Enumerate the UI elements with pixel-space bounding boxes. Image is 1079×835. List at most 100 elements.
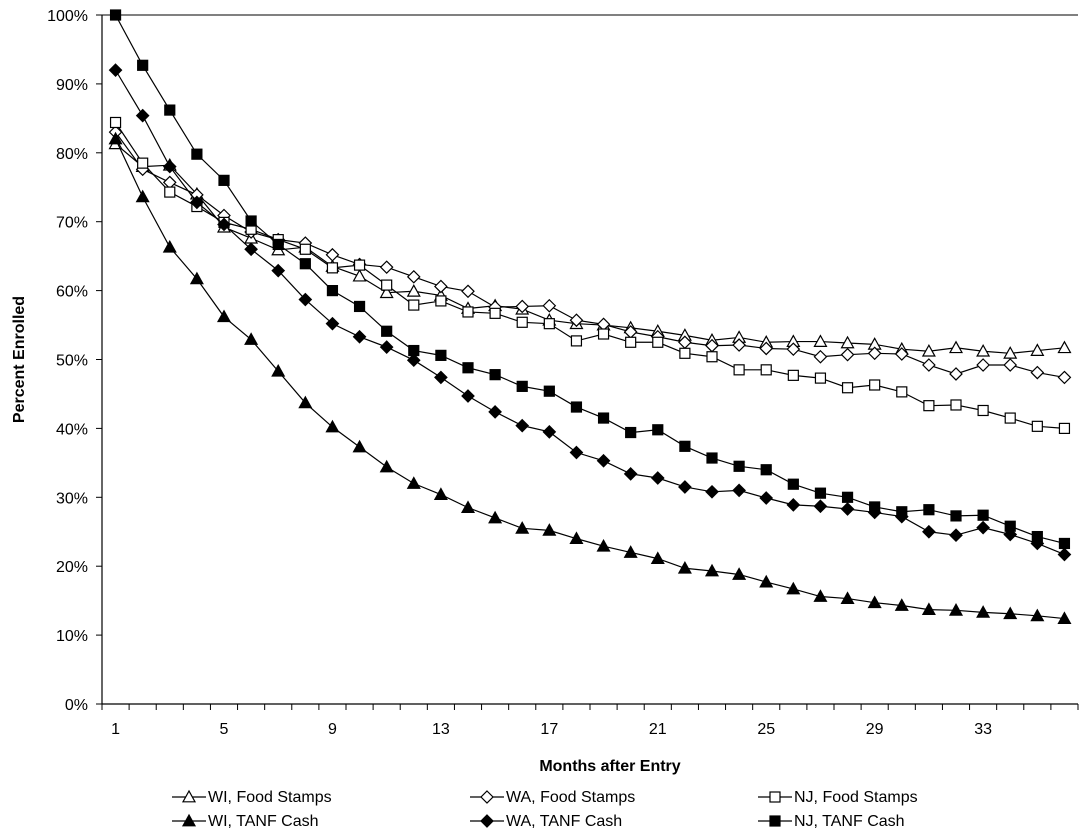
data-point [271,263,286,278]
series-line [115,122,1065,429]
data-point [408,344,420,357]
x-tick-label: 1 [111,721,120,738]
data-point [705,484,719,499]
data-point [480,814,494,828]
y-tick-label: 0% [65,697,88,714]
data-point [381,325,393,337]
data-point [1004,412,1016,424]
data-point [245,215,257,227]
data-point [597,328,610,340]
data-point [732,338,746,352]
series-wi-tanf-cash [108,131,1072,624]
x-tick-label: 21 [649,721,667,738]
data-point [1058,422,1071,434]
chart-axes: 0% 10% 20% 30% 40% 50% 60% 70% 80% 90% 100% 1 5 9 13 17… [47,8,1079,738]
data-point [948,340,964,354]
data-point [1057,340,1072,354]
data-point [435,295,447,307]
data-point [462,362,474,374]
data-point [596,453,611,468]
data-point [542,298,557,313]
data-point [109,9,122,21]
data-point [516,380,528,392]
data-point [976,605,991,618]
data-point [840,502,855,516]
data-point [515,418,530,433]
data-point [732,567,747,580]
legend-label: WI, TANF Cash [208,813,319,830]
data-point [108,131,123,145]
data-point [109,116,122,129]
data-point [678,480,692,494]
data-point [569,531,584,545]
data-point [894,598,909,611]
legend-item: WA, TANF Cash [470,813,622,830]
data-point [543,385,555,397]
data-point [516,316,528,328]
data-point [190,195,204,210]
data-point [759,491,774,505]
data-point [813,349,828,364]
data-point [867,346,882,361]
data-point [786,342,801,357]
data-point [950,510,962,522]
data-point [164,104,176,116]
data-point [352,268,367,282]
data-point [181,789,197,803]
legend-label: WA, TANF Cash [506,813,622,830]
data-point [1031,530,1043,543]
data-point [379,285,394,299]
data-point [813,589,828,602]
data-point [1057,370,1072,385]
data-point [923,400,935,412]
data-point [760,464,772,476]
x-tick-label: 13 [432,721,450,738]
data-point [759,341,774,356]
data-point [922,524,936,539]
data-point [769,815,781,827]
data-point [976,358,990,372]
data-point [216,309,232,323]
data-point [759,574,774,588]
data-point [325,316,340,331]
data-point [137,59,149,71]
data-point [896,386,908,398]
data-point [679,347,691,359]
data-point [218,174,230,186]
y-tick-label: 100% [47,8,88,25]
y-tick-label: 70% [56,215,88,232]
y-tick-label: 50% [56,353,88,370]
data-point [1058,537,1071,550]
data-point [162,159,177,174]
data-point [189,271,204,285]
x-tick-label: 17 [540,721,558,738]
data-point [949,528,963,543]
data-point [298,292,313,307]
data-point [381,279,393,291]
data-point [760,364,772,376]
data-point [948,603,964,616]
y-tick-label: 80% [56,146,88,163]
series-line [115,14,1065,545]
data-point [135,189,150,203]
data-point [1057,611,1072,624]
data-point [949,367,963,381]
data-point [352,439,367,453]
data-point [488,405,502,419]
data-point [813,499,828,514]
legend-item: NJ, TANF Cash [758,813,905,830]
data-point [461,389,475,403]
y-tick-label: 10% [56,628,88,645]
y-tick-label: 20% [56,559,88,576]
data-point [325,419,340,433]
data-point [191,148,203,160]
data-point [379,340,394,354]
y-tick-label: 40% [56,421,88,438]
data-point [869,501,881,513]
data-point [353,300,366,313]
data-point [298,395,313,409]
data-point [489,369,501,381]
data-point [542,424,557,439]
series-wa-tanf-cash [108,63,1072,562]
